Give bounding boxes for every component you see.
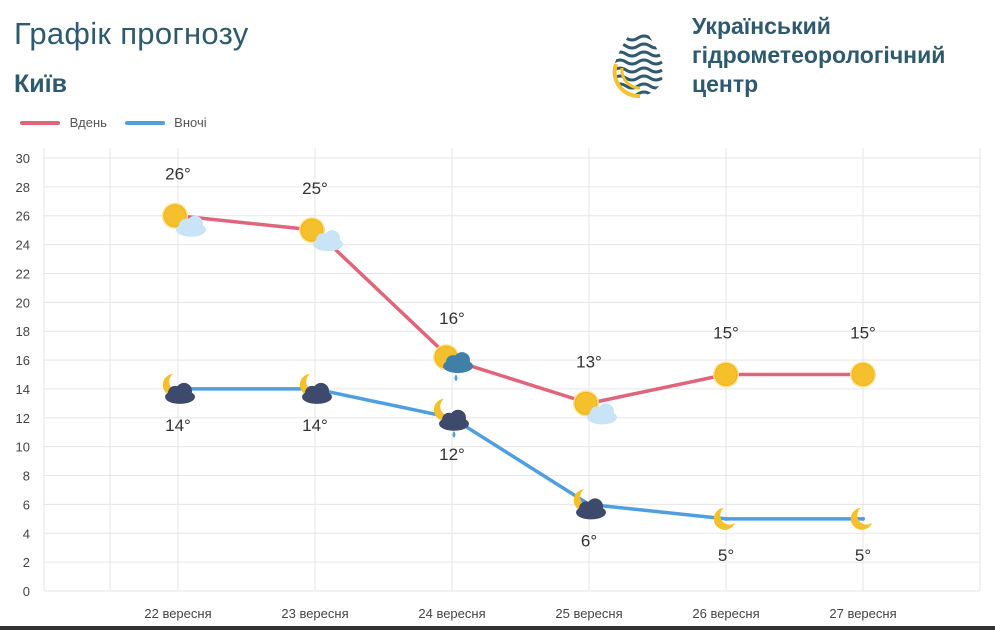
- cloud-part: [454, 352, 470, 369]
- moon-icon: [713, 507, 735, 530]
- sun-disc: [714, 363, 738, 386]
- cloud-part: [187, 215, 203, 232]
- data-label: 12°: [439, 445, 465, 464]
- y-tick-label: 10: [16, 440, 30, 455]
- city-name: Київ: [14, 70, 68, 98]
- y-tick-label: 2: [23, 555, 30, 570]
- cloud-part: [324, 230, 340, 247]
- x-tick-label: 22 вересня: [144, 606, 211, 621]
- y-tick-label: 14: [16, 382, 30, 397]
- legend-item-night: Вночі: [124, 114, 207, 131]
- y-tick-label: 24: [16, 238, 30, 253]
- y-tick-label: 26: [16, 209, 30, 224]
- moon-shape: [433, 398, 455, 421]
- legend-item-day: Вдень: [20, 114, 107, 130]
- org-line: Український: [692, 13, 831, 39]
- data-label: 26°: [165, 165, 191, 184]
- series-line-night: [178, 387, 863, 521]
- moon-shape: [573, 489, 595, 512]
- data-label: 25°: [302, 179, 328, 198]
- data-label: 14°: [302, 416, 328, 435]
- rain-drop: [454, 374, 458, 382]
- drop-logo-icon: [612, 34, 663, 99]
- y-tick-label: 6: [23, 497, 30, 512]
- y-tick-label: 12: [16, 411, 30, 426]
- sun-disc: [300, 218, 324, 242]
- org-line: центр: [692, 71, 759, 97]
- x-tick-label: 25 вересня: [555, 606, 622, 621]
- data-label: 14°: [165, 416, 191, 435]
- moon-icon: [850, 507, 872, 530]
- cloud-part: [313, 382, 329, 399]
- y-tick-label: 22: [16, 266, 30, 281]
- sun-rain-cloud-icon: [433, 344, 473, 382]
- y-tick-label: 0: [23, 584, 30, 599]
- y-tick-label: 28: [16, 180, 30, 195]
- chart-title: Графік прогнозу: [14, 16, 249, 51]
- legend: Вдень Вночі: [20, 114, 221, 130]
- x-tick-label: 26 вересня: [692, 606, 759, 621]
- y-tick-label: 18: [16, 324, 30, 339]
- cloud-part: [176, 382, 192, 399]
- data-point: [724, 516, 728, 521]
- y-tick-label: 16: [16, 353, 30, 368]
- cloud-part: [587, 498, 603, 515]
- data-label: 15°: [713, 324, 739, 343]
- data-label: 6°: [581, 531, 597, 550]
- organization-name: Український гідрометеорологічний центр: [692, 12, 945, 99]
- y-tick-label: 8: [23, 469, 30, 484]
- moon-cloud-icon: [573, 489, 606, 520]
- moon-shape: [162, 373, 184, 396]
- moon-shape: [850, 507, 872, 530]
- sun-disc: [851, 363, 875, 386]
- rain-drop: [452, 430, 456, 438]
- moon-shape: [299, 373, 321, 396]
- x-tick-label: 27 вересня: [829, 606, 896, 621]
- moon-cloud-icon: [162, 373, 195, 404]
- data-point: [861, 516, 865, 521]
- sun-disc: [163, 204, 187, 228]
- y-tick-label: 4: [23, 526, 30, 541]
- legend-label-day: Вдень: [69, 115, 107, 131]
- moon-rain-cloud-icon: [433, 398, 469, 438]
- data-label: 5°: [718, 546, 734, 565]
- cloud-part: [598, 403, 614, 420]
- x-tick-label: 23 вересня: [281, 606, 348, 621]
- org-line: гідрометеорологічний: [692, 42, 946, 68]
- data-label: 13°: [576, 352, 602, 371]
- moon-shape: [713, 507, 735, 530]
- bottom-edge: [0, 626, 995, 630]
- data-label: 16°: [439, 309, 465, 328]
- sun-icon: [713, 361, 739, 388]
- legend-swatch-day: [20, 120, 60, 125]
- sun-cloud-icon: [162, 202, 206, 237]
- data-label: 15°: [850, 324, 876, 343]
- y-tick-label: 30: [16, 151, 30, 166]
- series-line-day: [177, 213, 863, 406]
- sun-disc: [574, 391, 598, 415]
- sun-icon: [850, 361, 876, 388]
- moon-cloud-icon: [299, 373, 332, 404]
- y-tick-label: 20: [16, 295, 30, 310]
- sun-cloud-icon: [573, 390, 617, 425]
- legend-swatch-night: [124, 120, 165, 125]
- cloud-part: [450, 409, 466, 426]
- sun-cloud-icon: [299, 217, 343, 252]
- x-tick-label: 24 вересня: [418, 606, 485, 621]
- legend-label-night: Вночі: [174, 115, 207, 131]
- data-label: 5°: [855, 546, 871, 565]
